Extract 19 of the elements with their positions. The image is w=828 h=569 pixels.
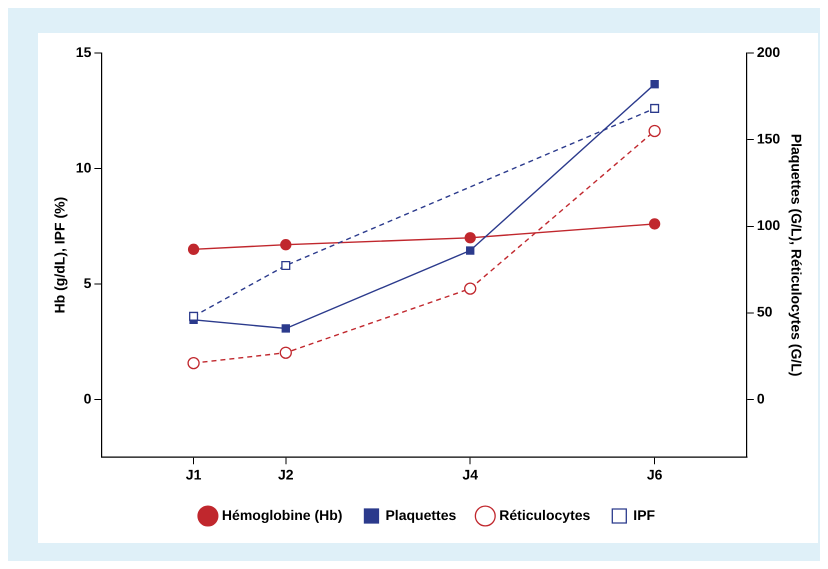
legend-label: Hémoglobine (Hb) bbox=[222, 506, 342, 523]
y2-tick-label: 100 bbox=[756, 217, 780, 234]
y-tick-label: 5 bbox=[84, 274, 92, 291]
y-tick-label: 10 bbox=[76, 159, 92, 176]
x-tick-label: J4 bbox=[462, 466, 478, 482]
x-tick-label: J2 bbox=[278, 466, 294, 482]
y-tick-label: 0 bbox=[84, 390, 92, 406]
x-tick-label: J6 bbox=[646, 466, 663, 482]
y2-axis-title: Plaquettes (G/L), Réticulocytes (G/L) bbox=[788, 134, 805, 376]
legend-label: Plaquettes bbox=[385, 506, 456, 523]
legend-label: Réticulocytes bbox=[499, 506, 591, 523]
y-tick-label: 15 bbox=[76, 44, 92, 60]
x-tick-label: J1 bbox=[186, 466, 202, 482]
y-axis-title: Hb (g/dL), IPF (%) bbox=[51, 196, 68, 314]
y2-tick-label: 150 bbox=[756, 130, 780, 146]
y2-tick-label: 200 bbox=[756, 44, 780, 60]
y2-tick-label: 50 bbox=[756, 304, 773, 320]
legend-label: IPF bbox=[633, 506, 656, 523]
y2-tick-label: 0 bbox=[756, 390, 765, 406]
